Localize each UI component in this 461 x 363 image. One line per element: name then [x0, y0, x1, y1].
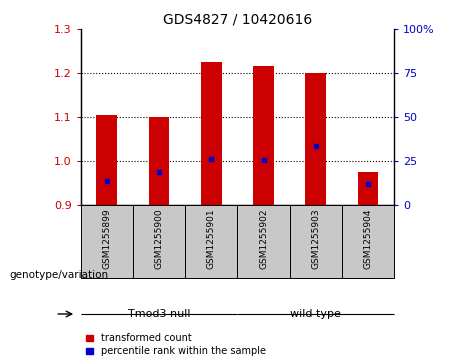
- Bar: [201, 62, 222, 205]
- Bar: [290, 205, 342, 278]
- Bar: [358, 172, 378, 205]
- Text: GSM1255903: GSM1255903: [311, 209, 320, 269]
- Text: GSM1255901: GSM1255901: [207, 209, 216, 269]
- Text: Tmod3 null: Tmod3 null: [128, 309, 190, 319]
- Bar: [148, 117, 170, 205]
- Bar: [81, 205, 133, 278]
- Text: GSM1255904: GSM1255904: [364, 209, 372, 269]
- Text: genotype/variation: genotype/variation: [9, 270, 108, 280]
- Text: GSM1255900: GSM1255900: [154, 209, 164, 269]
- Bar: [305, 73, 326, 205]
- Bar: [96, 115, 117, 205]
- Text: wild type: wild type: [290, 309, 341, 319]
- Title: GDS4827 / 10420616: GDS4827 / 10420616: [163, 12, 312, 26]
- Bar: [133, 205, 185, 278]
- Bar: [237, 205, 290, 278]
- Bar: [253, 66, 274, 205]
- Text: GSM1255902: GSM1255902: [259, 209, 268, 269]
- Bar: [185, 205, 237, 278]
- Bar: [342, 205, 394, 278]
- Text: GSM1255899: GSM1255899: [102, 209, 111, 269]
- Legend: transformed count, percentile rank within the sample: transformed count, percentile rank withi…: [86, 333, 266, 356]
